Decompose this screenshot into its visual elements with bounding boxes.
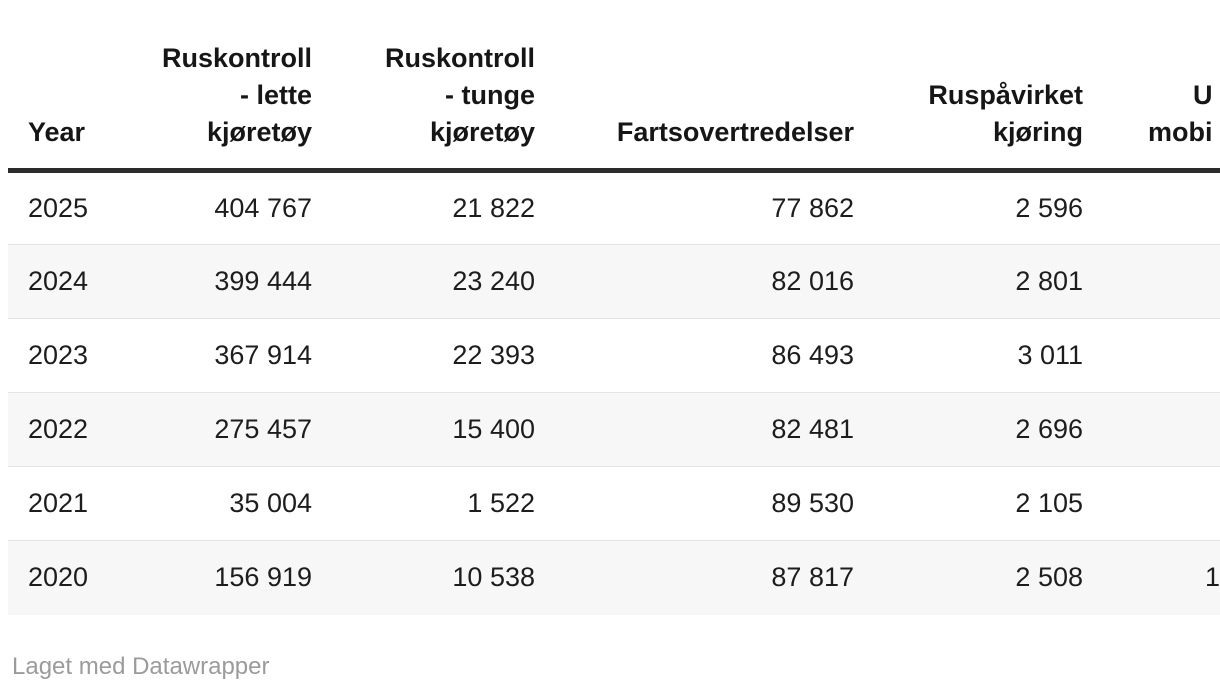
cell-ruspavirket-kjoring: 2 105 (854, 466, 1083, 541)
cell-ruspavirket-kjoring: 2 696 (854, 392, 1083, 467)
column-header-label-line: mobi (1148, 117, 1213, 147)
column-header-year: Year (8, 0, 98, 173)
cell-ruskontroll-tunge: 1 522 (312, 466, 535, 541)
cell-truncated (1083, 392, 1220, 467)
data-table: Year Ruskontroll - lette kjøretøy Ruskon… (8, 0, 1220, 615)
cell-truncated: 1 (1083, 540, 1220, 615)
table-row-2025: 2025 404 767 21 822 77 862 2 596 (8, 171, 1220, 245)
column-header-label-line: kjøring (992, 117, 1083, 147)
cell-ruspavirket-kjoring: 2 508 (854, 540, 1083, 615)
cell-truncated (1083, 244, 1220, 319)
column-header-ruskontroll-tunge: Ruskontroll - tunge kjøretøy (312, 0, 535, 173)
table-row-2020: 2020 156 919 10 538 87 817 2 508 1 (8, 540, 1220, 615)
cell-year: 2022 (8, 392, 98, 467)
cell-ruspavirket-kjoring: 2 596 (1015, 193, 1083, 223)
cell-ruspavirket-kjoring: 2 801 (854, 244, 1083, 319)
cell-fartsovertredelser: 77 862 (771, 193, 854, 223)
column-header-truncated: U mobi (1083, 0, 1220, 173)
column-header-label-line: - tunge (445, 80, 535, 110)
cell-ruskontroll-tunge: 21 822 (452, 193, 535, 223)
cell-ruskontroll-tunge: 23 240 (312, 244, 535, 319)
cell-ruskontroll-lette: 275 457 (98, 392, 312, 467)
column-header-ruskontroll-lette: Ruskontroll - lette kjøretøy (98, 0, 312, 173)
cell-ruskontroll-tunge: 15 400 (312, 392, 535, 467)
table-header: Year Ruskontroll - lette kjøretøy Ruskon… (8, 0, 1220, 173)
cell-ruskontroll-lette: 35 004 (98, 466, 312, 541)
table-row-2024: 2024 399 444 23 240 82 016 2 801 (8, 244, 1220, 319)
column-header-label-line: U (1193, 80, 1213, 110)
cell-ruskontroll-lette: 156 919 (98, 540, 312, 615)
column-header-label-line: - lette (239, 80, 312, 110)
column-header-label-line: Ruspåvirket (928, 80, 1083, 110)
table-row-2021: 2021 35 004 1 522 89 530 2 105 (8, 466, 1220, 541)
cell-truncated (1083, 318, 1220, 393)
attribution-footer: Laget med Datawrapper (12, 653, 1220, 681)
column-header-label-line: kjøretøy (429, 117, 535, 147)
column-header-label: Fartsovertredelser (616, 117, 854, 147)
attribution-prefix: Laget med (12, 652, 133, 680)
table-row-2022: 2022 275 457 15 400 82 481 2 696 (8, 392, 1220, 467)
table-row-2023: 2023 367 914 22 393 86 493 3 011 (8, 318, 1220, 393)
cell-year: 2020 (8, 540, 98, 615)
column-header-label-line: Ruskontroll (161, 43, 312, 73)
cell-fartsovertredelser: 89 530 (535, 466, 854, 541)
cell-fartsovertredelser: 87 817 (535, 540, 854, 615)
column-header-label: Year (28, 117, 86, 147)
table-body: 2025 404 767 21 822 77 862 2 596 2024 39… (8, 171, 1220, 615)
cell-fartsovertredelser: 86 493 (535, 318, 854, 393)
cell-ruskontroll-lette: 404 767 (214, 193, 312, 223)
cell-year: 2021 (8, 466, 98, 541)
header-row: Year Ruskontroll - lette kjøretøy Ruskon… (8, 0, 1220, 173)
cell-fartsovertredelser: 82 481 (535, 392, 854, 467)
column-header-label-line: Ruskontroll (384, 43, 535, 73)
cell-ruskontroll-tunge: 10 538 (312, 540, 535, 615)
cell-year: 2025 (28, 193, 89, 223)
column-header-label-line: kjøretøy (206, 117, 312, 147)
cell-year: 2024 (8, 244, 98, 319)
datawrapper-link[interactable]: Datawrapper (132, 652, 270, 680)
cell-truncated (1083, 466, 1220, 541)
cell-ruskontroll-lette: 367 914 (98, 318, 312, 393)
cell-ruskontroll-tunge: 22 393 (312, 318, 535, 393)
cell-ruskontroll-lette: 399 444 (98, 244, 312, 319)
column-header-ruspavirket-kjoring: Ruspåvirket kjøring (854, 0, 1083, 173)
cell-ruspavirket-kjoring: 3 011 (854, 318, 1083, 393)
cell-fartsovertredelser: 82 016 (535, 244, 854, 319)
cell-year: 2023 (8, 318, 98, 393)
cell-truncated (1083, 171, 1220, 245)
column-header-fartsovertredelser: Fartsovertredelser (535, 0, 854, 173)
